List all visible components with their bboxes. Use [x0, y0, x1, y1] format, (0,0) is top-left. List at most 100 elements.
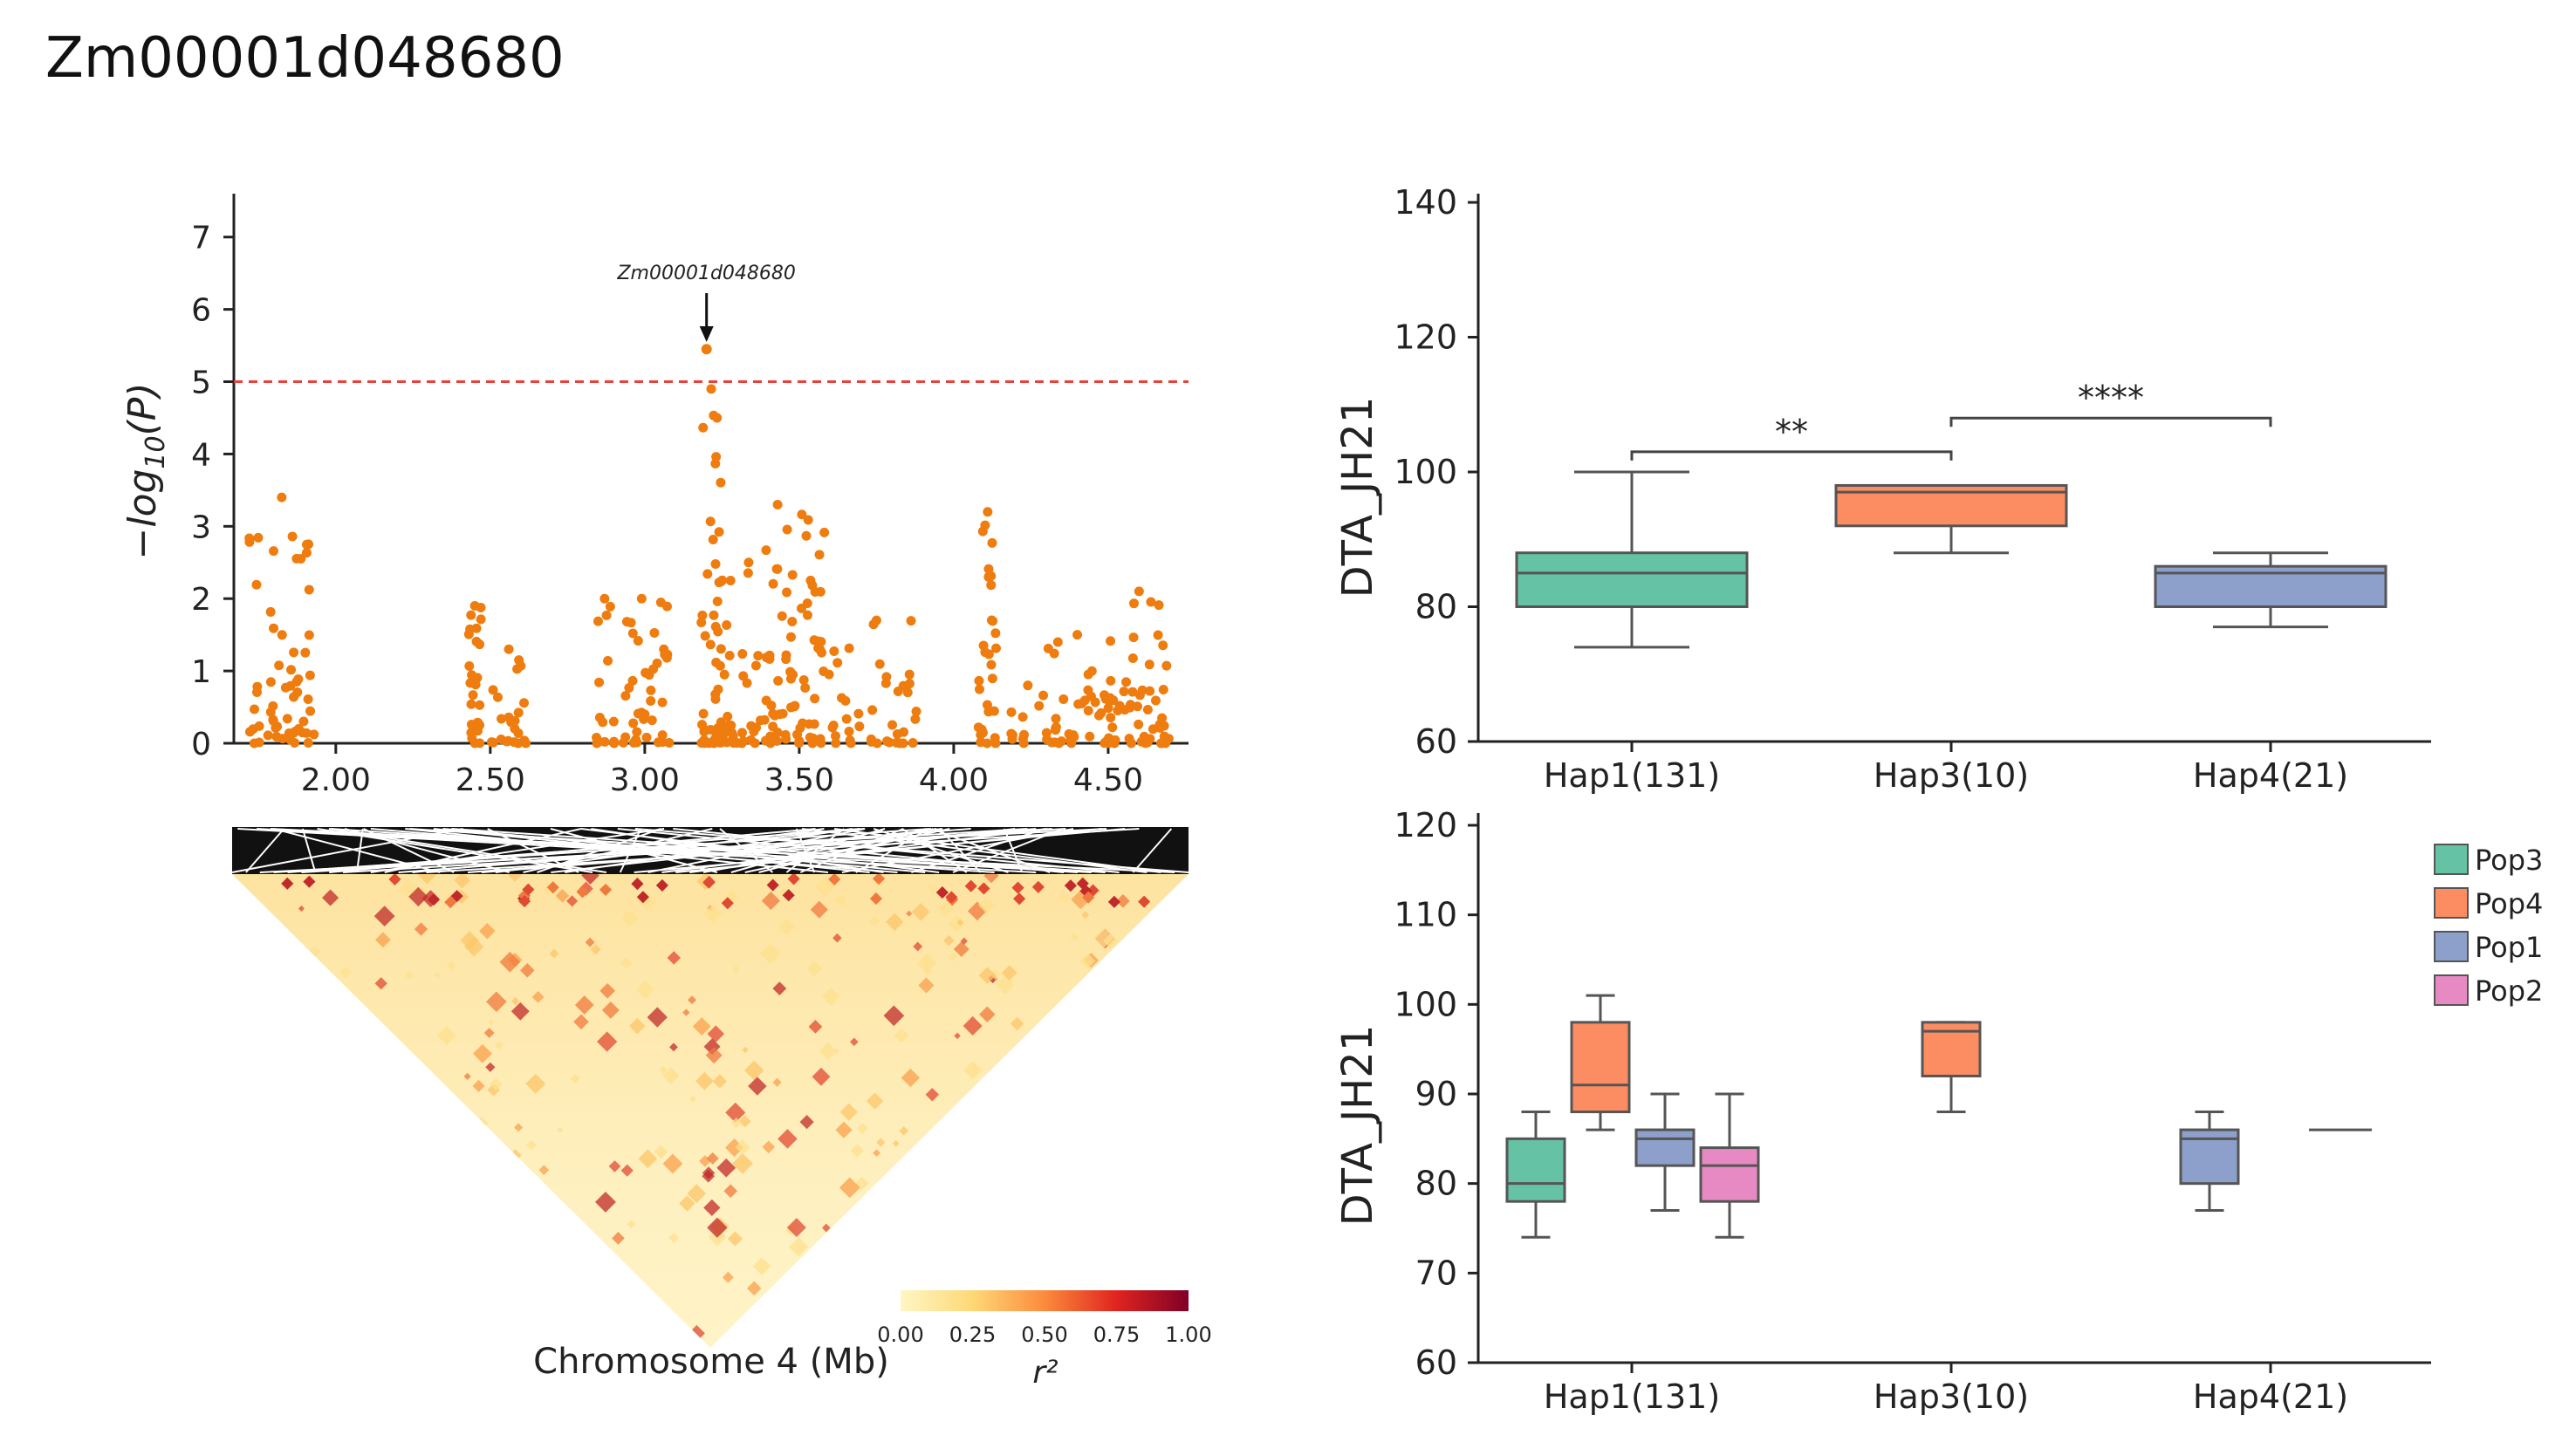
- snp-point: [819, 527, 830, 537]
- snp-point: [1051, 714, 1061, 724]
- snp-point: [750, 660, 761, 671]
- snp-point: [712, 413, 723, 423]
- snp-point: [1018, 738, 1029, 749]
- snp-point: [725, 575, 736, 585]
- snp-point: [513, 707, 524, 718]
- snp-point: [661, 601, 672, 612]
- ld-cell: [687, 1184, 707, 1204]
- ld-cell: [869, 916, 880, 926]
- snp-point: [710, 694, 721, 704]
- snp-point: [706, 384, 716, 394]
- ld-cell: [1058, 892, 1071, 903]
- ld-cell: [918, 977, 935, 994]
- snp-point: [765, 738, 776, 749]
- snp-point: [798, 675, 809, 686]
- lead-snp-point: [701, 344, 712, 355]
- x-tick-label: Hap3(10): [1874, 756, 2029, 795]
- ld-cell: [687, 995, 696, 1005]
- snp-point: [832, 658, 843, 668]
- snp-point: [711, 657, 722, 667]
- snp-point: [300, 647, 311, 658]
- snp-point: [780, 729, 791, 740]
- ld-cell: [298, 905, 305, 913]
- snp-point: [805, 732, 815, 742]
- ld-cell: [925, 1087, 940, 1102]
- snp-point: [253, 532, 264, 543]
- ld-cell: [417, 874, 436, 885]
- ld-cell: [724, 1138, 744, 1158]
- snp-point: [1132, 701, 1142, 712]
- snp-point: [289, 647, 299, 658]
- snp-point: [639, 714, 649, 724]
- ld-cell: [499, 951, 521, 973]
- snp-point: [1127, 653, 1138, 663]
- snp-point: [309, 729, 319, 740]
- snp-point: [269, 623, 279, 633]
- ld-cell: [538, 1165, 550, 1175]
- snp-point: [1139, 731, 1149, 742]
- ld-cell: [948, 914, 965, 932]
- x-tick-label: Hap1(131): [1544, 1377, 1720, 1416]
- legend-swatch: [2434, 844, 2469, 875]
- snp-position-lines: [231, 828, 1189, 873]
- snp-point: [277, 630, 287, 640]
- legend-swatch: [2434, 974, 2469, 1006]
- snp-point: [989, 706, 999, 716]
- gene-annotation-arrowhead: [699, 326, 714, 342]
- snp-point: [983, 507, 993, 517]
- snp-point: [710, 621, 721, 632]
- ld-cell: [806, 960, 823, 977]
- snp-point: [466, 699, 476, 709]
- ld-cell: [738, 1115, 751, 1128]
- ld-cell: [450, 890, 463, 903]
- snp-point: [794, 738, 805, 749]
- ld-cell: [743, 1060, 764, 1081]
- snp-point: [697, 720, 708, 730]
- ld-cell: [576, 885, 589, 899]
- snp-point: [845, 735, 855, 746]
- y-tick-label: 120: [1394, 318, 1457, 357]
- snp-point: [466, 610, 476, 620]
- ld-cell: [490, 1077, 503, 1091]
- snp-point: [301, 728, 312, 738]
- snp-point: [1150, 695, 1161, 706]
- ld-cell: [1013, 892, 1026, 906]
- ld-cell: [766, 878, 779, 892]
- snp-point: [1124, 734, 1134, 744]
- y-tick-label: 100: [1394, 985, 1457, 1023]
- snp-point: [988, 616, 998, 626]
- snp-point: [274, 660, 284, 671]
- snp-point: [657, 737, 668, 748]
- snp-point: [712, 596, 723, 606]
- ld-cell: [703, 905, 723, 924]
- snp-point: [521, 738, 531, 749]
- snp-point: [792, 729, 803, 740]
- snp-point: [628, 718, 639, 728]
- snp-point: [786, 702, 797, 713]
- snp-point: [657, 730, 668, 741]
- snp-point: [874, 659, 885, 669]
- ld-cell: [872, 874, 886, 885]
- snp-point: [819, 666, 829, 676]
- ld-cell: [960, 937, 968, 945]
- snp-point: [787, 617, 798, 627]
- ld-cell: [901, 1068, 921, 1088]
- snp-point: [1106, 675, 1116, 686]
- snp-point: [1142, 704, 1153, 714]
- snp-point: [973, 722, 983, 733]
- snp-point: [627, 628, 638, 639]
- snp-point: [496, 735, 506, 745]
- ld-heatmap: Chromosome 4 (Mb) 0.00 0.25 0.50 0.75 1.00 r…: [231, 827, 1212, 1391]
- snp-point: [976, 737, 986, 748]
- manhattan-x-tick-label: 3.50: [764, 762, 834, 798]
- ld-cell: [913, 941, 923, 952]
- snp-point: [990, 643, 1001, 653]
- manhattan-y-label: −log10(P): [120, 382, 171, 559]
- significance-bracket: [1630, 450, 1953, 461]
- snp-point: [1023, 680, 1033, 691]
- snp-point: [986, 660, 997, 670]
- ld-cell: [682, 1008, 690, 1016]
- snp-point: [782, 524, 792, 535]
- ld-cell: [735, 1139, 750, 1155]
- snp-point: [1145, 686, 1155, 696]
